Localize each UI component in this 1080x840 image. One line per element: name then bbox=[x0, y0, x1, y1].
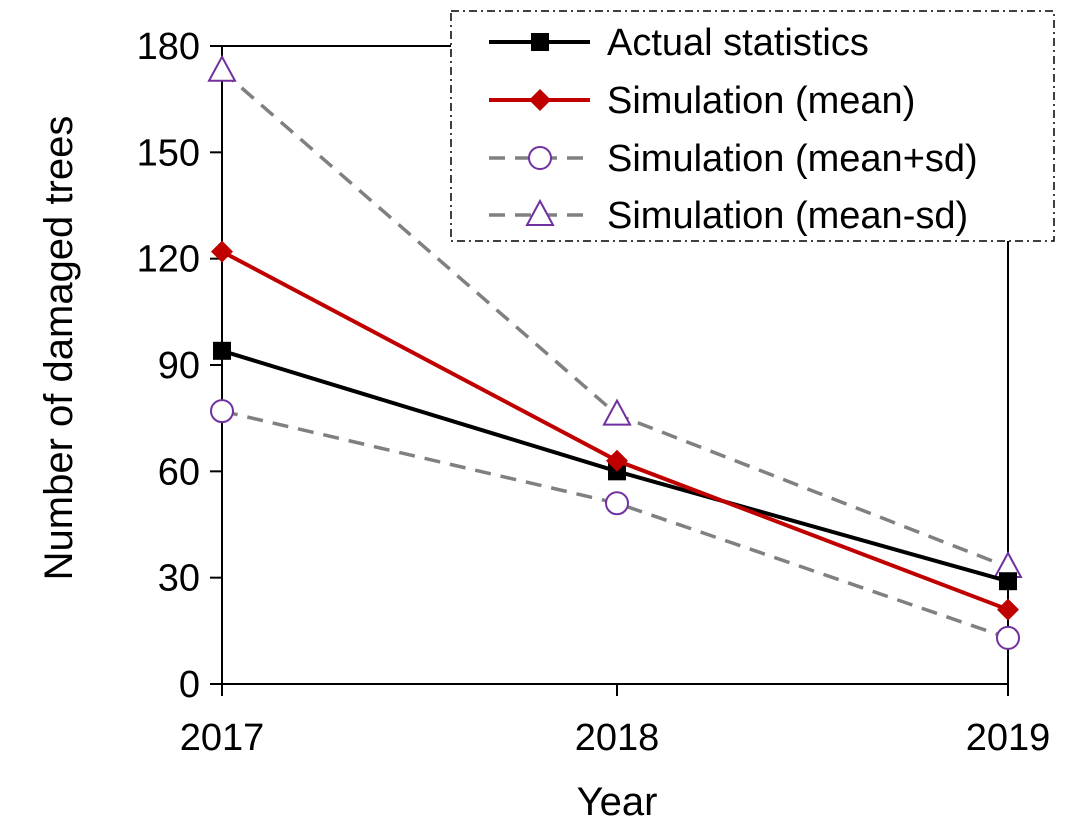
legend-swatch-marker bbox=[525, 198, 555, 226]
series-line bbox=[221, 409, 1009, 640]
y-tick-label: 60 bbox=[158, 451, 200, 493]
y-tick-label: 0 bbox=[179, 664, 200, 706]
data-point bbox=[997, 598, 1019, 621]
series-simulation-mean-sd bbox=[210, 399, 1020, 650]
y-tick-label: 30 bbox=[158, 558, 200, 600]
legend-swatch-marker bbox=[528, 146, 552, 170]
x-tick-label: 2017 bbox=[180, 717, 265, 759]
y-axis-title: Number of damaged trees bbox=[37, 116, 81, 581]
data-point bbox=[606, 449, 628, 472]
y-tick-label: 150 bbox=[137, 132, 200, 174]
data-point bbox=[996, 625, 1020, 650]
legend-label: Simulation (mean-sd) bbox=[607, 195, 968, 237]
legend-label: Simulation (mean+sd) bbox=[607, 138, 978, 180]
data-point bbox=[605, 491, 629, 516]
y-tick-label: 120 bbox=[137, 239, 200, 281]
data-point bbox=[207, 54, 237, 82]
legend-label: Actual statistics bbox=[607, 22, 869, 64]
series-simulation-mean bbox=[211, 240, 1019, 621]
x-tick-label: 2019 bbox=[966, 717, 1051, 759]
legend-swatch-marker bbox=[529, 89, 551, 111]
y-axis: 0 30 60 90 120 150 180 bbox=[137, 26, 222, 706]
data-point bbox=[213, 341, 231, 360]
y-tick-label: 180 bbox=[137, 26, 200, 68]
legend-swatch-marker bbox=[531, 33, 549, 51]
x-tick-label: 2018 bbox=[575, 717, 660, 759]
legend: Actual statistics Simulation (mean) Simula… bbox=[450, 10, 1055, 242]
series-simulation-mean-sd bbox=[207, 54, 1023, 579]
legend-box bbox=[450, 10, 1055, 242]
data-point bbox=[210, 399, 234, 424]
series-line bbox=[221, 249, 1009, 612]
data-point bbox=[211, 240, 233, 263]
y-tick-label: 90 bbox=[158, 345, 200, 387]
data-point bbox=[602, 398, 632, 426]
legend-label: Simulation (mean) bbox=[607, 80, 915, 122]
x-axis-title: Year bbox=[577, 780, 658, 824]
series-layer bbox=[207, 54, 1023, 650]
data-point bbox=[999, 572, 1017, 591]
x-axis: 2017 2018 2019 bbox=[180, 684, 1051, 759]
